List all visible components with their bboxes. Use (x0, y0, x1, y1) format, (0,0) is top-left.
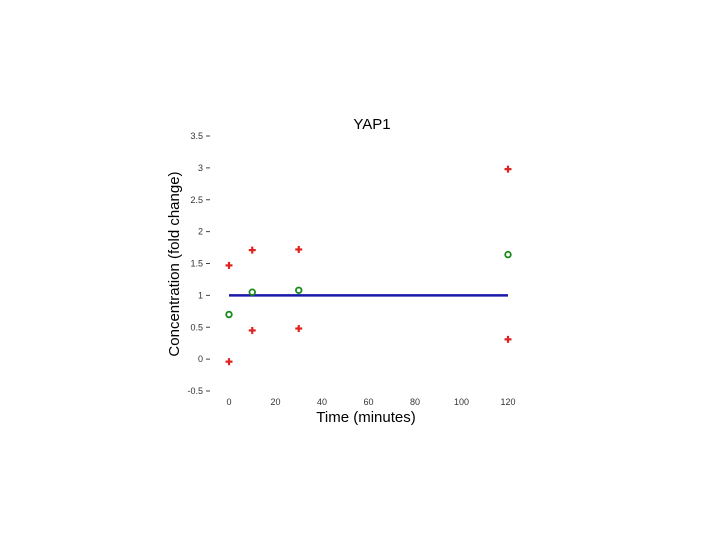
y-axis-label: Concentration (fold change) (166, 171, 183, 356)
y-tick-label: 2.5 (190, 195, 203, 205)
y-tick-label: 1.5 (190, 259, 203, 269)
y-tick-label: 3 (198, 163, 203, 173)
x-tick-label: 60 (363, 397, 373, 407)
y-tick-label: 0 (198, 354, 203, 364)
data-points (225, 165, 512, 366)
y-tick-label: -0.5 (187, 386, 203, 396)
plus-marker (295, 245, 303, 253)
y-tick-label: 1 (198, 290, 203, 300)
plus-marker (504, 335, 512, 343)
plus-marker (225, 358, 233, 366)
x-axis: 0 20 40 60 80 100 120 (226, 397, 515, 407)
x-tick-label: 40 (317, 397, 327, 407)
plus-marker (295, 325, 303, 333)
x-tick-label: 0 (226, 397, 231, 407)
x-tick-label: 20 (270, 397, 280, 407)
x-tick-label: 120 (500, 397, 515, 407)
y-tick-label: 3.5 (190, 131, 203, 141)
plus-marker (504, 165, 512, 173)
circle-marker (504, 250, 512, 259)
y-tick-label: 2 (198, 227, 203, 237)
y-axis: -0.5 0 0.5 1 1.5 2 2.5 3 3.5 (187, 131, 210, 396)
plus-marker (248, 326, 256, 334)
chart-title: YAP1 (353, 116, 390, 133)
circle-marker (248, 288, 256, 296)
circle-marker (225, 310, 233, 319)
circle-marker (295, 286, 303, 294)
x-axis-label: Time (minutes) (316, 409, 415, 426)
x-tick-label: 100 (454, 397, 469, 407)
plus-marker (225, 261, 233, 269)
x-tick-label: 80 (410, 397, 420, 407)
y-tick-label: 0.5 (190, 322, 203, 332)
plus-marker (248, 246, 256, 254)
